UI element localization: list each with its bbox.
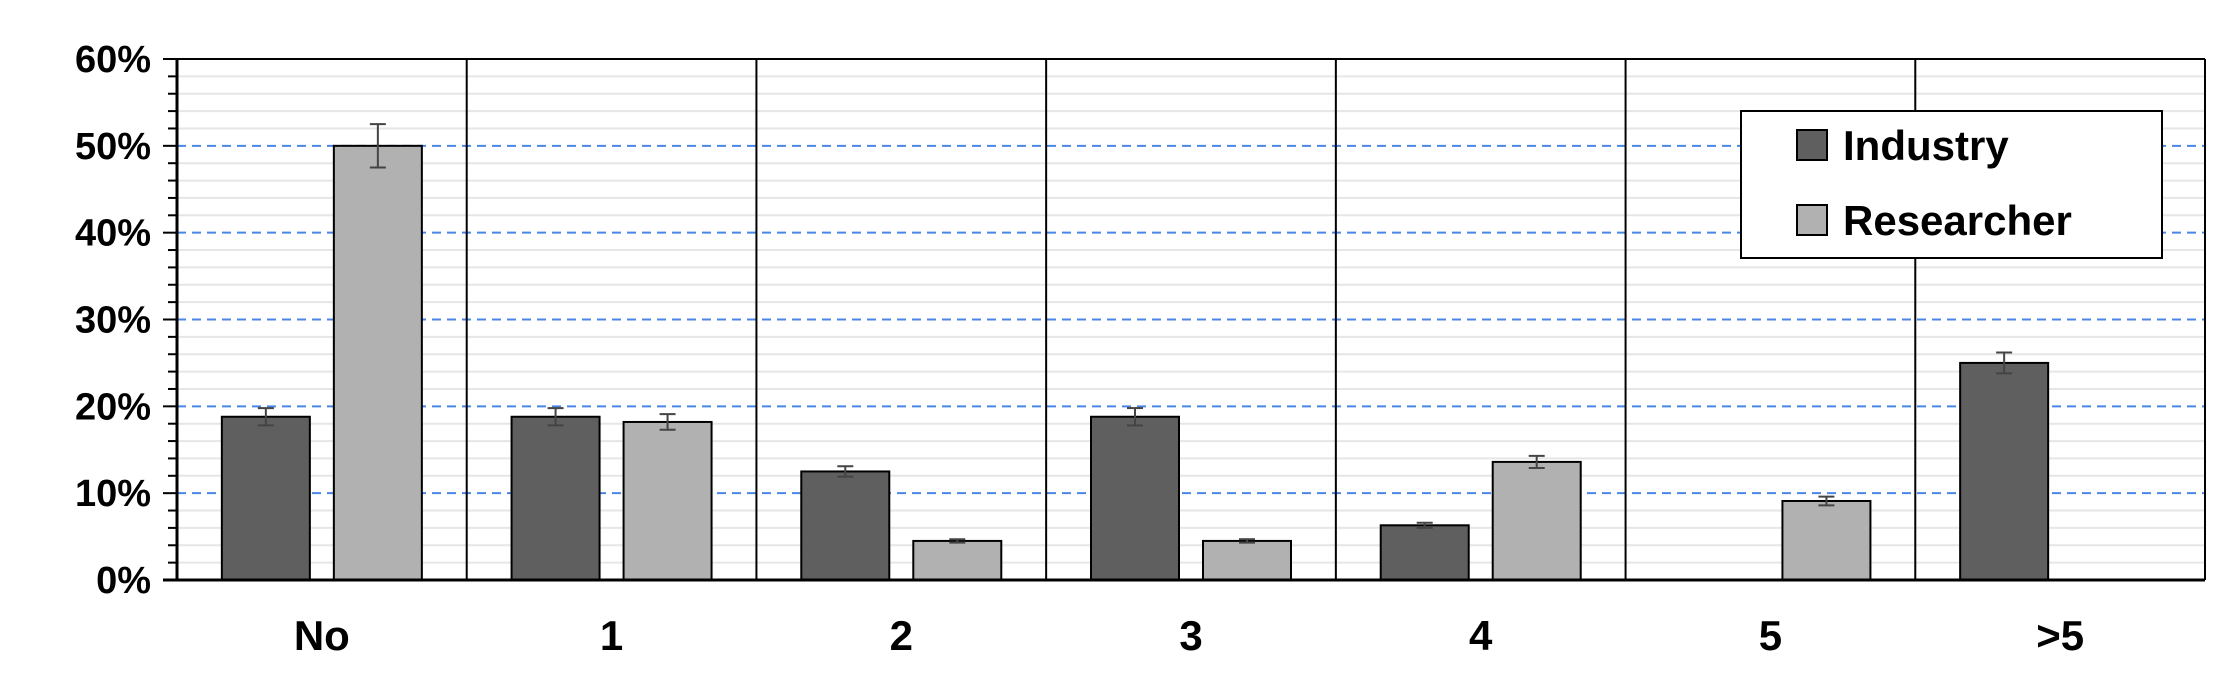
legend-swatch-industry [1796, 129, 1828, 161]
x-category-label: 5 [1759, 612, 1782, 659]
bar-industry-3 [1090, 415, 1180, 581]
legend-swatch-researcher [1796, 204, 1828, 236]
bar-researcher-2 [912, 539, 1003, 581]
bar-researcher-1 [622, 420, 713, 582]
bar-industry-1 [510, 415, 601, 581]
y-tick-label: 60% [75, 39, 151, 81]
bar-industry-2 [800, 470, 891, 582]
axes: 0% 10% 20% 30% 40% 50% 60% No 1 2 3 4 5 >5 [75, 39, 2206, 659]
bar-researcher-4 [1491, 460, 1582, 582]
legend-label-researcher: Researcher [1843, 197, 2072, 244]
bars [220, 123, 2050, 582]
legend: Industry Researcher [1740, 110, 2163, 259]
bar-industry-No [220, 415, 311, 581]
bar-industry-4 [1379, 524, 1470, 581]
legend-label-industry: Industry [1843, 122, 2009, 169]
x-category-label: 1 [600, 612, 623, 659]
x-category-label: 3 [1179, 612, 1202, 659]
x-category-label: No [294, 612, 350, 659]
bar-researcher-No [332, 144, 423, 581]
y-tick-label: 50% [75, 126, 151, 168]
y-tick-label: 10% [75, 473, 151, 515]
y-tick-label: 20% [75, 386, 151, 428]
x-category-label: >5 [2036, 612, 2084, 659]
x-category-label: 4 [1469, 612, 1493, 659]
bar-industry->5 [1959, 361, 2050, 581]
bar-researcher-5 [1781, 499, 1872, 581]
y-tick-label: 0% [96, 560, 151, 602]
x-category-label: 2 [890, 612, 913, 659]
bar-researcher-3 [1202, 539, 1292, 581]
y-tick-label: 30% [75, 300, 151, 342]
y-tick-label: 40% [75, 213, 151, 255]
